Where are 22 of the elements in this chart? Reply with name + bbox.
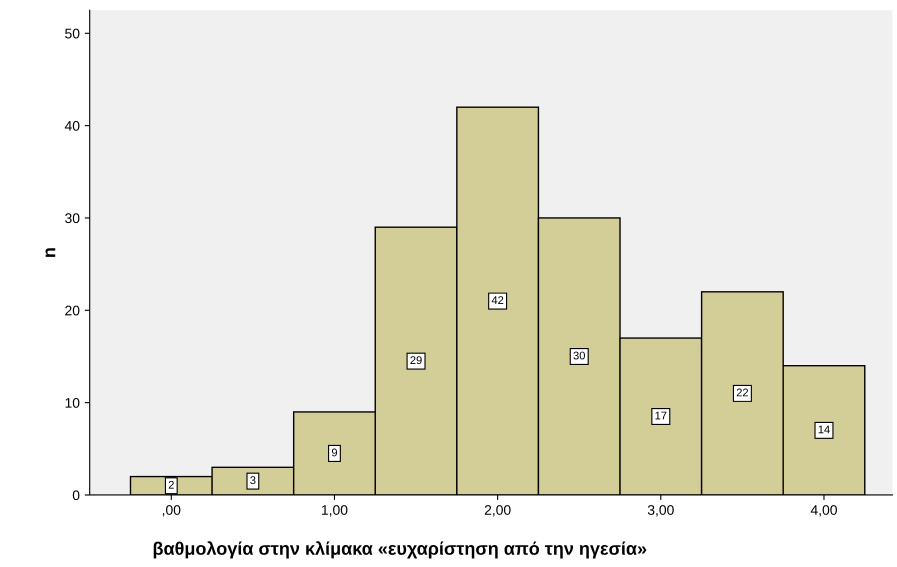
data-label: 3 [250,476,256,484]
y-tick-label: 50 [65,28,80,38]
data-label: 9 [332,448,338,456]
data-label: 42 [492,296,504,304]
y-tick-label: 30 [65,213,80,224]
y-tick-label: 10 [66,398,80,408]
x-tick-label: 3,00 [648,505,674,517]
data-label: 17 [655,412,666,420]
y-tick-label: 0 [72,490,80,500]
data-label: 2 [168,480,174,489]
data-label: 30 [573,352,585,360]
x-tick-label: 4,00 [810,505,837,517]
y-tick-label: 20 [65,306,80,316]
data-label: 22 [736,388,748,396]
x-tick-label: 2,00 [484,505,511,517]
x-tick-label: ,00 [162,505,180,517]
data-label: 29 [410,356,422,364]
y-axis-title: n [46,248,56,257]
data-label: 14 [818,426,830,434]
y-tick-label: 40 [64,120,80,131]
x-tick-label: 1,00 [322,505,348,517]
x-axis-title: βαθμολογία στην κλίμακα «ευχαρίστηση από την ηγεσία» [154,541,646,558]
